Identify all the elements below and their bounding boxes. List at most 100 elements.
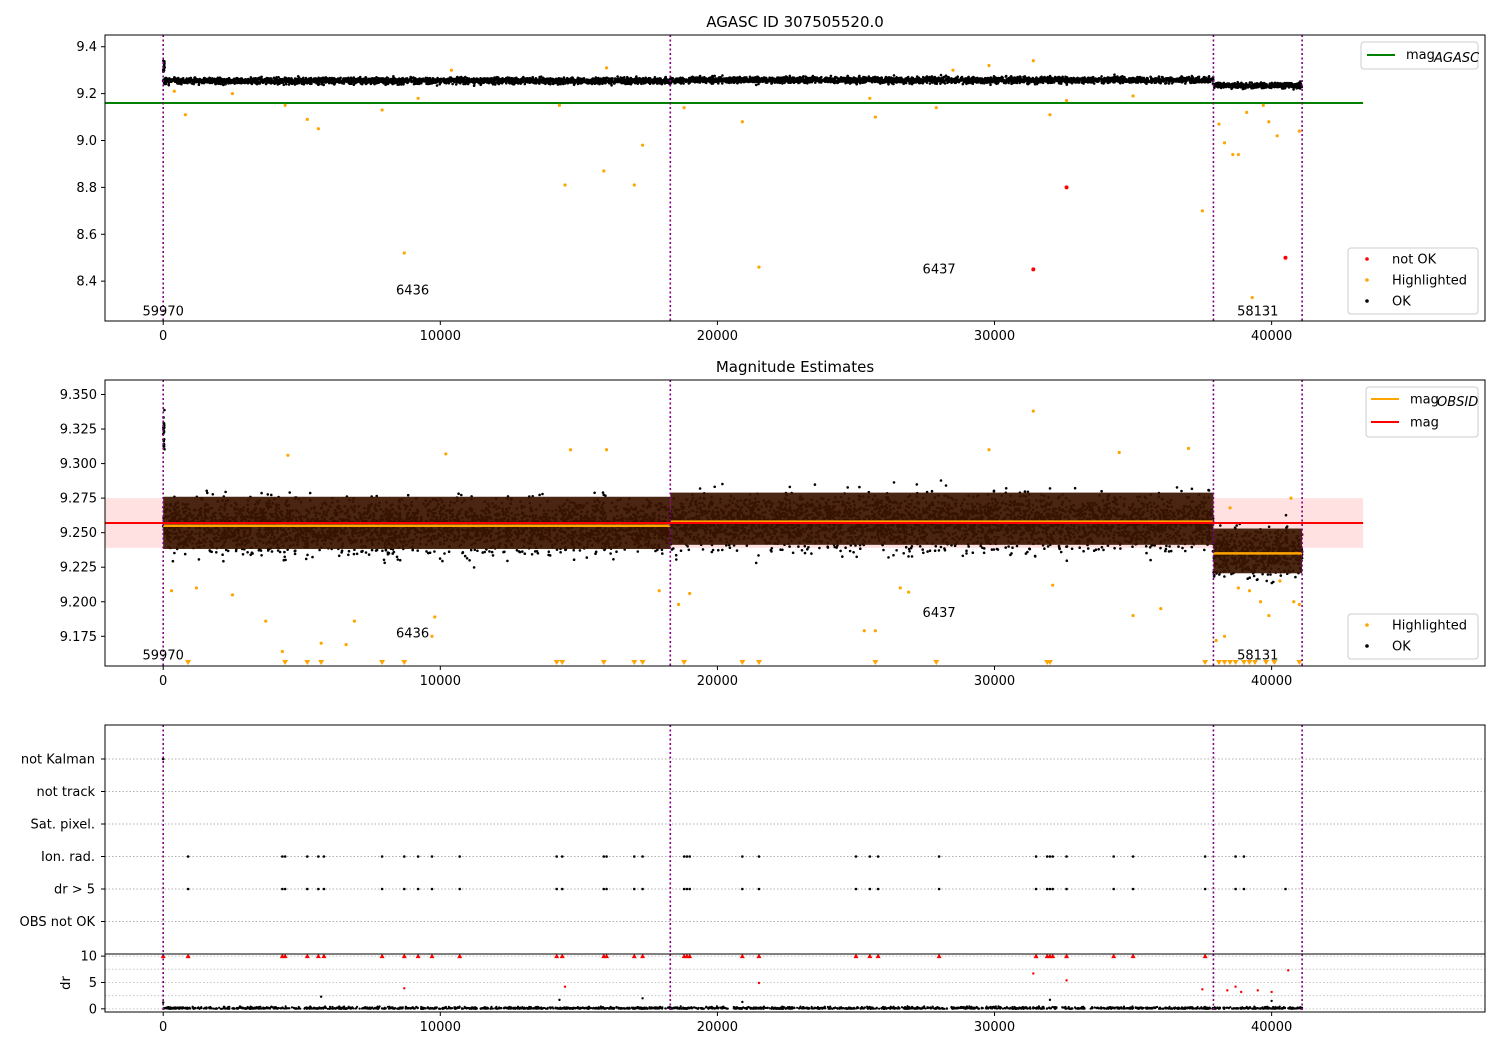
ok-point — [189, 76, 193, 80]
ok-point — [492, 79, 496, 82]
ok-point — [214, 82, 217, 85]
ok-point — [449, 76, 453, 79]
ok-point — [610, 84, 613, 87]
ok-point — [347, 79, 351, 82]
ok-point — [613, 77, 617, 80]
agasc-title: AGASC ID 307505520.0 — [706, 13, 884, 31]
ok-point — [1019, 75, 1022, 79]
ok-point — [1160, 75, 1164, 79]
ok-point — [393, 78, 397, 82]
ok-point — [535, 81, 539, 84]
ok-point — [236, 79, 239, 83]
ok-point — [411, 80, 415, 83]
ok-point — [514, 78, 518, 82]
ok-point — [387, 81, 391, 84]
ok-point — [559, 78, 562, 82]
ok-point — [646, 79, 650, 83]
ok-point — [352, 83, 356, 86]
ok-point — [287, 83, 291, 86]
ok-point — [1087, 77, 1091, 81]
ok-point — [1207, 75, 1211, 78]
ok-point — [519, 80, 523, 84]
ok-point — [497, 77, 500, 80]
ok-point — [511, 78, 514, 81]
ok-point — [1035, 82, 1039, 86]
ok-point — [663, 82, 667, 85]
ok-point — [342, 82, 346, 85]
ok-point — [539, 75, 543, 78]
ok-point — [322, 83, 326, 87]
ok-point — [246, 80, 250, 84]
ok-point — [333, 79, 336, 82]
ok-point — [566, 76, 569, 80]
ok-point — [522, 78, 525, 82]
ok-point — [531, 76, 534, 80]
ok-point — [614, 80, 618, 84]
ok-point — [187, 79, 190, 82]
ok-point — [640, 82, 643, 86]
ok-point — [597, 79, 601, 83]
ok-point — [788, 74, 792, 78]
ok-point — [465, 77, 469, 80]
ok-point — [545, 81, 549, 84]
ok-point — [451, 82, 454, 86]
ok-point — [546, 78, 550, 82]
ok-point — [445, 79, 448, 82]
ok-point — [304, 76, 308, 80]
ok-point — [389, 81, 393, 84]
ok-point — [770, 82, 773, 85]
ok-point — [349, 80, 353, 84]
ok-point — [293, 83, 297, 86]
ok-point — [236, 76, 239, 80]
ok-point — [657, 79, 661, 83]
ok-point — [300, 79, 304, 83]
ok-point — [320, 79, 323, 83]
ok-point — [399, 81, 403, 85]
ok-point — [1100, 75, 1103, 78]
ok-point — [776, 76, 779, 79]
ok-point — [239, 79, 243, 83]
ok-point — [337, 81, 341, 84]
ok-point — [412, 76, 415, 79]
ok-point — [770, 77, 774, 80]
ok-point — [593, 82, 597, 85]
ok-point — [176, 78, 180, 81]
ok-point — [581, 78, 584, 82]
ok-point — [490, 77, 494, 80]
ok-point — [589, 79, 592, 82]
ok-point — [892, 74, 896, 77]
ok-point — [782, 76, 785, 79]
ok-point — [939, 82, 942, 85]
ok-point — [435, 84, 439, 87]
ok-point — [928, 79, 931, 83]
ok-point — [500, 80, 504, 84]
ok-point — [1184, 82, 1187, 85]
ok-point — [543, 81, 546, 85]
ok-point — [1170, 82, 1174, 85]
ok-point — [487, 81, 491, 85]
ok-point — [181, 77, 185, 80]
ok-point — [171, 79, 174, 83]
ok-point — [1200, 80, 1203, 84]
ok-point — [548, 82, 552, 86]
ok-point — [204, 80, 207, 84]
ok-point — [195, 79, 199, 83]
ok-point — [369, 79, 372, 82]
ok-point — [277, 80, 280, 84]
ok-point — [252, 77, 256, 80]
ok-point — [607, 79, 610, 83]
ok-point — [494, 81, 498, 84]
ok-point — [339, 76, 342, 80]
ok-point — [284, 82, 288, 86]
ok-point — [364, 80, 367, 84]
ok-point — [736, 81, 739, 85]
ok-point — [190, 82, 194, 85]
ok-point — [230, 78, 233, 82]
ok-point — [529, 79, 532, 83]
ok-point — [464, 80, 467, 83]
ok-point — [373, 80, 377, 83]
ok-point — [654, 79, 657, 83]
ok-point — [239, 77, 243, 80]
ok-point — [754, 83, 758, 87]
ok-point — [620, 81, 623, 85]
